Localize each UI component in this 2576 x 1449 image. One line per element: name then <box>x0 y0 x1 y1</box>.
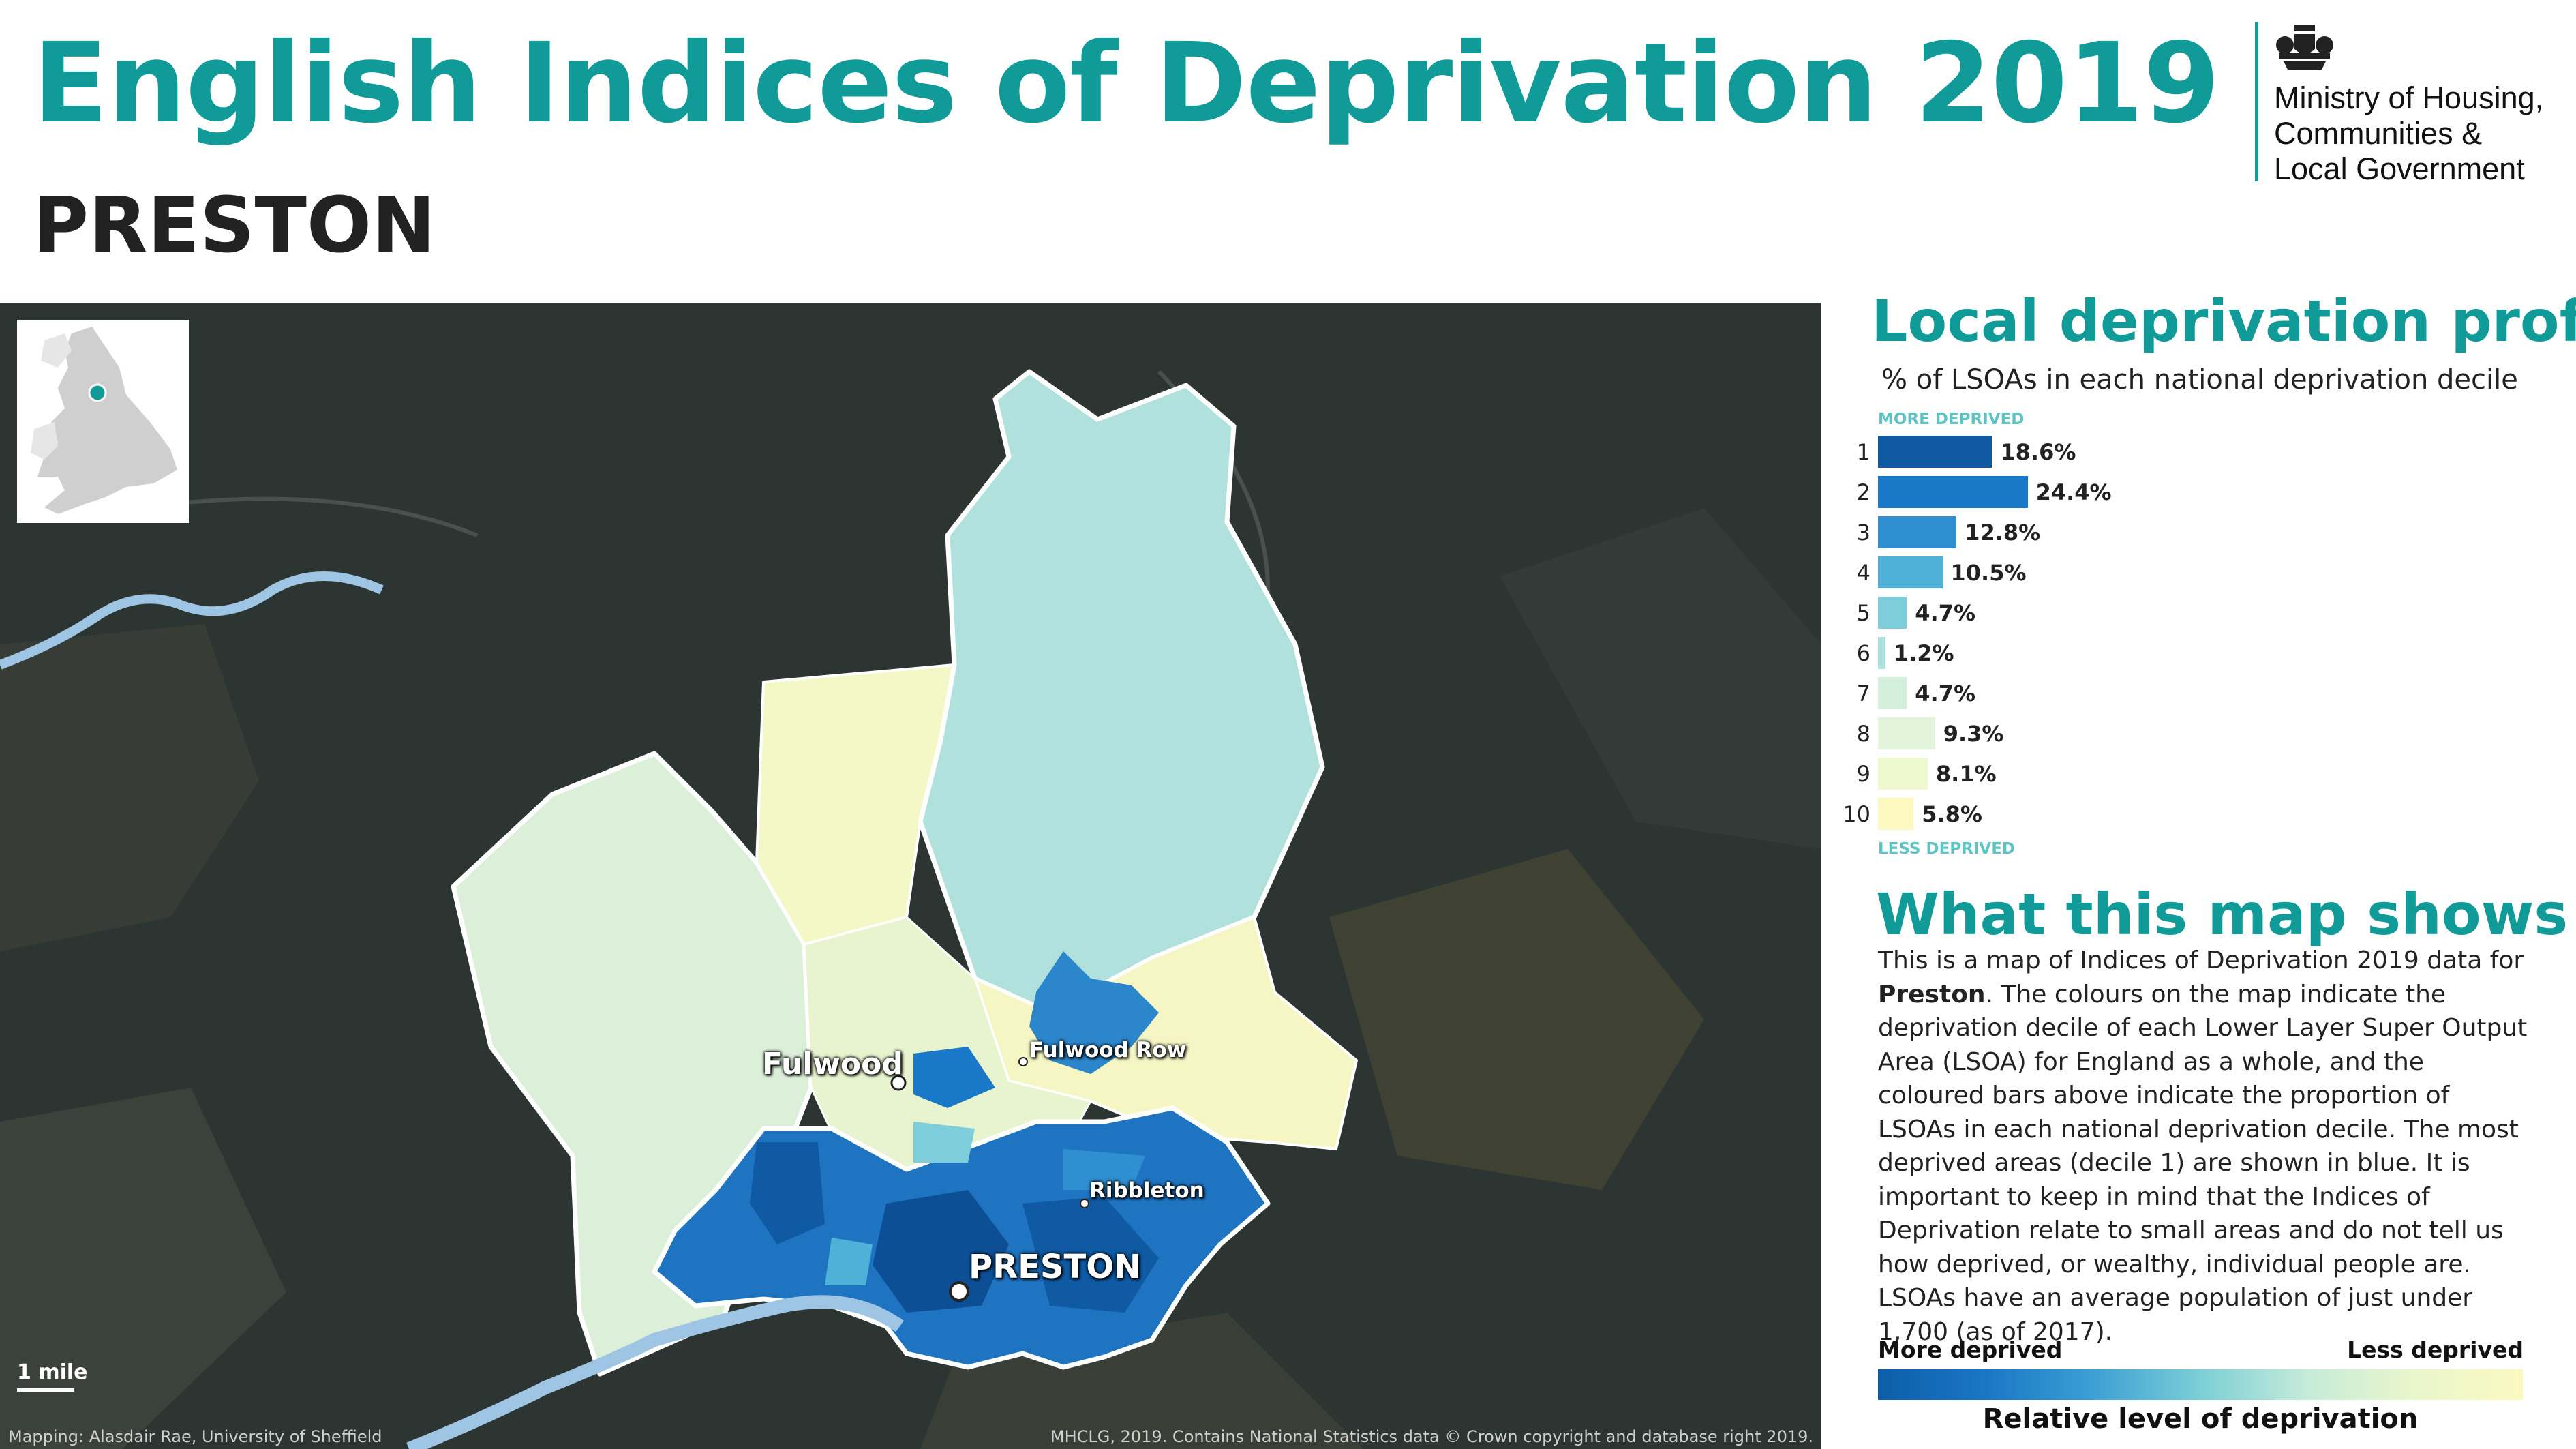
decile-row: 10 5.8% <box>1840 796 2249 836</box>
decile-row: 7 4.7% <box>1840 675 2249 715</box>
legend-more-deprived: More deprived <box>1878 1336 2063 1363</box>
place-label-preston: PRESTON <box>969 1248 1142 1286</box>
decile-number: 8 <box>1856 721 1870 747</box>
decile-percent-label: 10.5% <box>1950 560 2027 586</box>
decile-row: 2 24.4% <box>1840 474 2249 514</box>
locator-inset-map <box>17 320 189 523</box>
district-boundary <box>451 369 1358 1377</box>
decile-row: 1 18.6% <box>1840 434 2249 474</box>
decile-bar <box>1878 436 1992 468</box>
less-deprived-tag: LESS DEPRIVED <box>1878 840 2016 858</box>
area-title: PRESTON <box>33 181 436 270</box>
decile-bar <box>1878 476 2028 508</box>
legend-less-deprived: Less deprived <box>2347 1336 2524 1363</box>
place-label-fulwood: Fulwood <box>762 1047 903 1081</box>
map-credit: Mapping: Alasdair Rae, University of She… <box>8 1427 382 1446</box>
ribbleton-marker <box>1080 1199 1089 1208</box>
about-text-1: This is a map of Indices of Deprivation … <box>1878 946 2524 974</box>
place-label-fulwood-row: Fulwood Row <box>1029 1038 1187 1062</box>
decile-row: 3 12.8% <box>1840 514 2249 554</box>
ministry-name-line-1: Ministry of Housing, <box>2274 80 2544 115</box>
decile-percent-label: 5.8% <box>1922 801 1982 827</box>
decile-bar <box>1878 637 1885 669</box>
map-canvas <box>0 369 1821 1449</box>
decile-percent-label: 1.2% <box>1893 640 1954 666</box>
decile-row: 4 10.5% <box>1840 554 2249 595</box>
decile-row: 6 1.2% <box>1840 635 2249 675</box>
decile-number: 3 <box>1856 520 1870 546</box>
decile-bar <box>1878 758 1928 790</box>
decile-percent-label: 18.6% <box>2000 439 2076 465</box>
area-location-marker <box>88 383 107 402</box>
decile-percent-label: 12.8% <box>1965 520 2041 546</box>
scale-label: 1 mile <box>17 1360 88 1384</box>
decile-percent-label: 4.7% <box>1915 600 1976 626</box>
decile-number: 1 <box>1856 439 1870 465</box>
decile-row: 5 4.7% <box>1840 595 2249 635</box>
ministry-name: Ministry of Housing, Communities & Local… <box>2274 80 2543 187</box>
england-outline-icon <box>31 327 177 514</box>
decile-percent-label: 24.4% <box>2035 479 2112 505</box>
decile-row: 8 9.3% <box>1840 715 2249 756</box>
about-text-2: . The colours on the map indicate the de… <box>1878 980 2528 1346</box>
decile-number: 6 <box>1856 640 1870 666</box>
decile-bar <box>1878 798 1914 830</box>
decile-percent-label: 8.1% <box>1935 761 1997 787</box>
decile-number: 9 <box>1856 761 1870 787</box>
ministry-name-line-2: Communities & <box>2274 116 2483 151</box>
decile-number: 7 <box>1856 681 1870 706</box>
profile-heading: Local deprivation profile <box>1871 288 2576 355</box>
fulwood-marker <box>890 1075 907 1091</box>
decile-bar <box>1878 597 1907 629</box>
ministry-logo: Ministry of Housing, Communities & Local… <box>2255 22 2562 187</box>
river-ribble <box>406 1295 904 1449</box>
decile-bar <box>1878 516 1957 548</box>
decile-number: 4 <box>1856 560 1870 586</box>
fulwood-row-marker <box>1018 1057 1028 1066</box>
decile-number: 5 <box>1856 600 1870 626</box>
data-credit: MHCLG, 2019. Contains National Statistic… <box>1050 1427 1813 1446</box>
decile-row: 9 8.1% <box>1840 756 2249 796</box>
decile-percent-label: 9.3% <box>1943 721 2004 747</box>
decile-number: 10 <box>1843 801 1870 827</box>
deprivation-colour-scale <box>1878 1369 2523 1400</box>
about-text: This is a map of Indices of Deprivation … <box>1878 944 2532 1349</box>
decile-bar <box>1878 556 1943 588</box>
about-area-name: Preston <box>1878 980 1986 1009</box>
decile-bar-chart: 1 18.6% 2 24.4% 3 12.8% 4 10.5% 5 4.7% 6 1.2% 7 4.7% 8… <box>1840 434 2249 836</box>
scale-bar-line <box>17 1388 74 1392</box>
more-deprived-tag: MORE DEPRIVED <box>1878 410 2025 428</box>
decile-number: 2 <box>1856 479 1870 505</box>
royal-coat-of-arms-icon <box>2276 25 2333 70</box>
decile-percent-label: 4.7% <box>1915 681 1976 706</box>
deprivation-map[interactable]: Fulwood Fulwood Row Ribbleton PRESTON 1 … <box>0 303 1821 1449</box>
place-label-ribbleton: Ribbleton <box>1089 1178 1204 1203</box>
decile-bar <box>1878 717 1935 749</box>
legend-title: Relative level of deprivation <box>1982 1403 2419 1435</box>
ministry-name-line-3: Local Government <box>2274 151 2525 186</box>
logo-divider <box>2255 22 2258 181</box>
profile-caption: % of LSOAs in each national deprivation … <box>1881 364 2518 395</box>
decile-bar <box>1878 677 1907 709</box>
page-title: English Indices of Deprivation 2019 <box>33 20 2220 148</box>
scale-bar: 1 mile <box>17 1360 88 1392</box>
about-heading: What this map shows <box>1876 881 2569 948</box>
preston-marker <box>949 1281 969 1302</box>
